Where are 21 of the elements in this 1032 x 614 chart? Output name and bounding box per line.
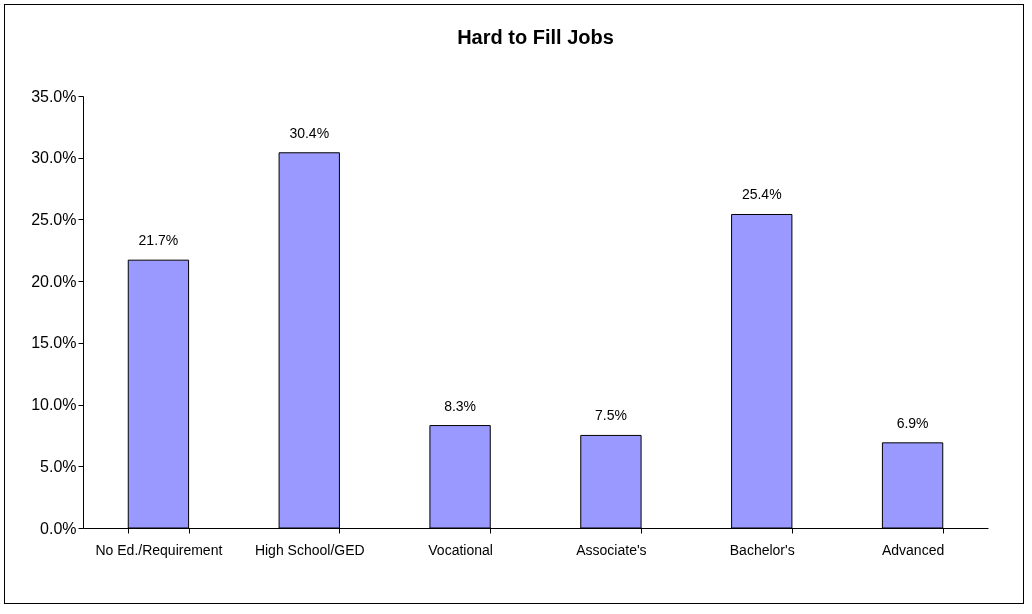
data-label: 21.7%: [138, 232, 179, 249]
y-tick-label: 10.0%: [31, 396, 77, 414]
y-tick-label: 5.0%: [40, 457, 77, 475]
chart-title: Hard to Fill Jobs: [457, 26, 614, 48]
y-tick-label: 25.0%: [31, 210, 77, 228]
data-label: 8.3%: [444, 397, 477, 414]
x-tick-label: Bachelor's: [729, 541, 795, 558]
y-tick-label: 35.0%: [31, 87, 77, 105]
data-label: 25.4%: [741, 186, 782, 203]
data-label: 7.5%: [594, 407, 627, 424]
x-tick-label: No Ed./Requirement: [95, 541, 223, 558]
y-tick-label: 15.0%: [31, 334, 77, 352]
data-label: 30.4%: [289, 124, 330, 141]
x-tick-label: Advanced: [881, 541, 945, 558]
data-label: 6.9%: [896, 414, 929, 431]
x-tick-label: Vocational: [428, 541, 493, 558]
x-tick-label: Associate's: [576, 541, 647, 558]
x-tick-label: High School/GED: [254, 541, 365, 558]
y-tick-label: 20.0%: [31, 272, 77, 290]
y-tick-label: 30.0%: [31, 149, 77, 167]
y-tick-label: 0.0%: [40, 519, 77, 537]
